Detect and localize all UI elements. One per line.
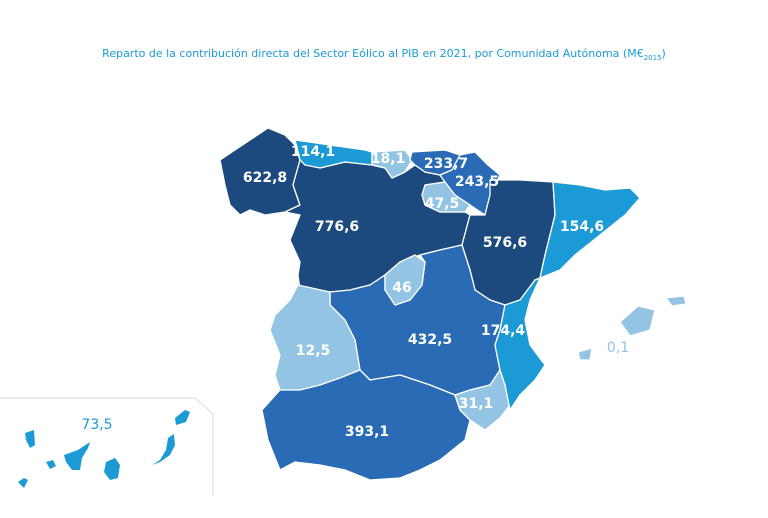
label-extremadura: 12,5 [296,343,331,359]
label-madrid: 46 [392,280,411,296]
label-andalucia: 393,1 [345,424,389,440]
map-title: Reparto de la contribución directa del S… [0,47,768,62]
region-cataluna[interactable] [539,181,641,279]
region-canarias[interactable] [18,410,190,488]
label-baleares: 0,1 [607,340,629,356]
label-valencia: 174,4 [481,323,526,339]
region-la-rioja[interactable] [421,181,471,213]
label-castilla-la-mancha: 432,5 [408,332,452,348]
label-cantabria: 18,1 [371,151,406,167]
label-pais-vasco: 233,7 [424,156,468,172]
label-galicia: 622,8 [243,170,287,186]
region-cantabria[interactable] [371,149,413,179]
region-andalucia[interactable] [261,369,471,481]
region-madrid[interactable] [384,254,426,306]
label-canarias: 73,5 [81,417,112,433]
label-asturias: 114,1 [291,144,335,160]
label-la-rioja: 47,5 [425,196,460,212]
region-asturias[interactable] [294,139,373,169]
title-subscript: 2015 [643,54,662,63]
region-murcia[interactable] [454,369,511,431]
title-close: ) [661,47,666,60]
region-baleares[interactable] [577,295,687,361]
label-navarra: 243,5 [455,174,499,190]
label-murcia: 31,1 [459,396,494,412]
label-castilla-leon: 776,6 [315,219,359,235]
label-aragon: 576,6 [483,235,527,251]
canarias-inset-border [0,397,214,496]
label-cataluna: 154,6 [560,219,604,235]
region-valencia[interactable] [494,277,546,411]
title-text: Reparto de la contribución directa del S… [102,47,644,60]
region-navarra[interactable] [439,151,501,216]
